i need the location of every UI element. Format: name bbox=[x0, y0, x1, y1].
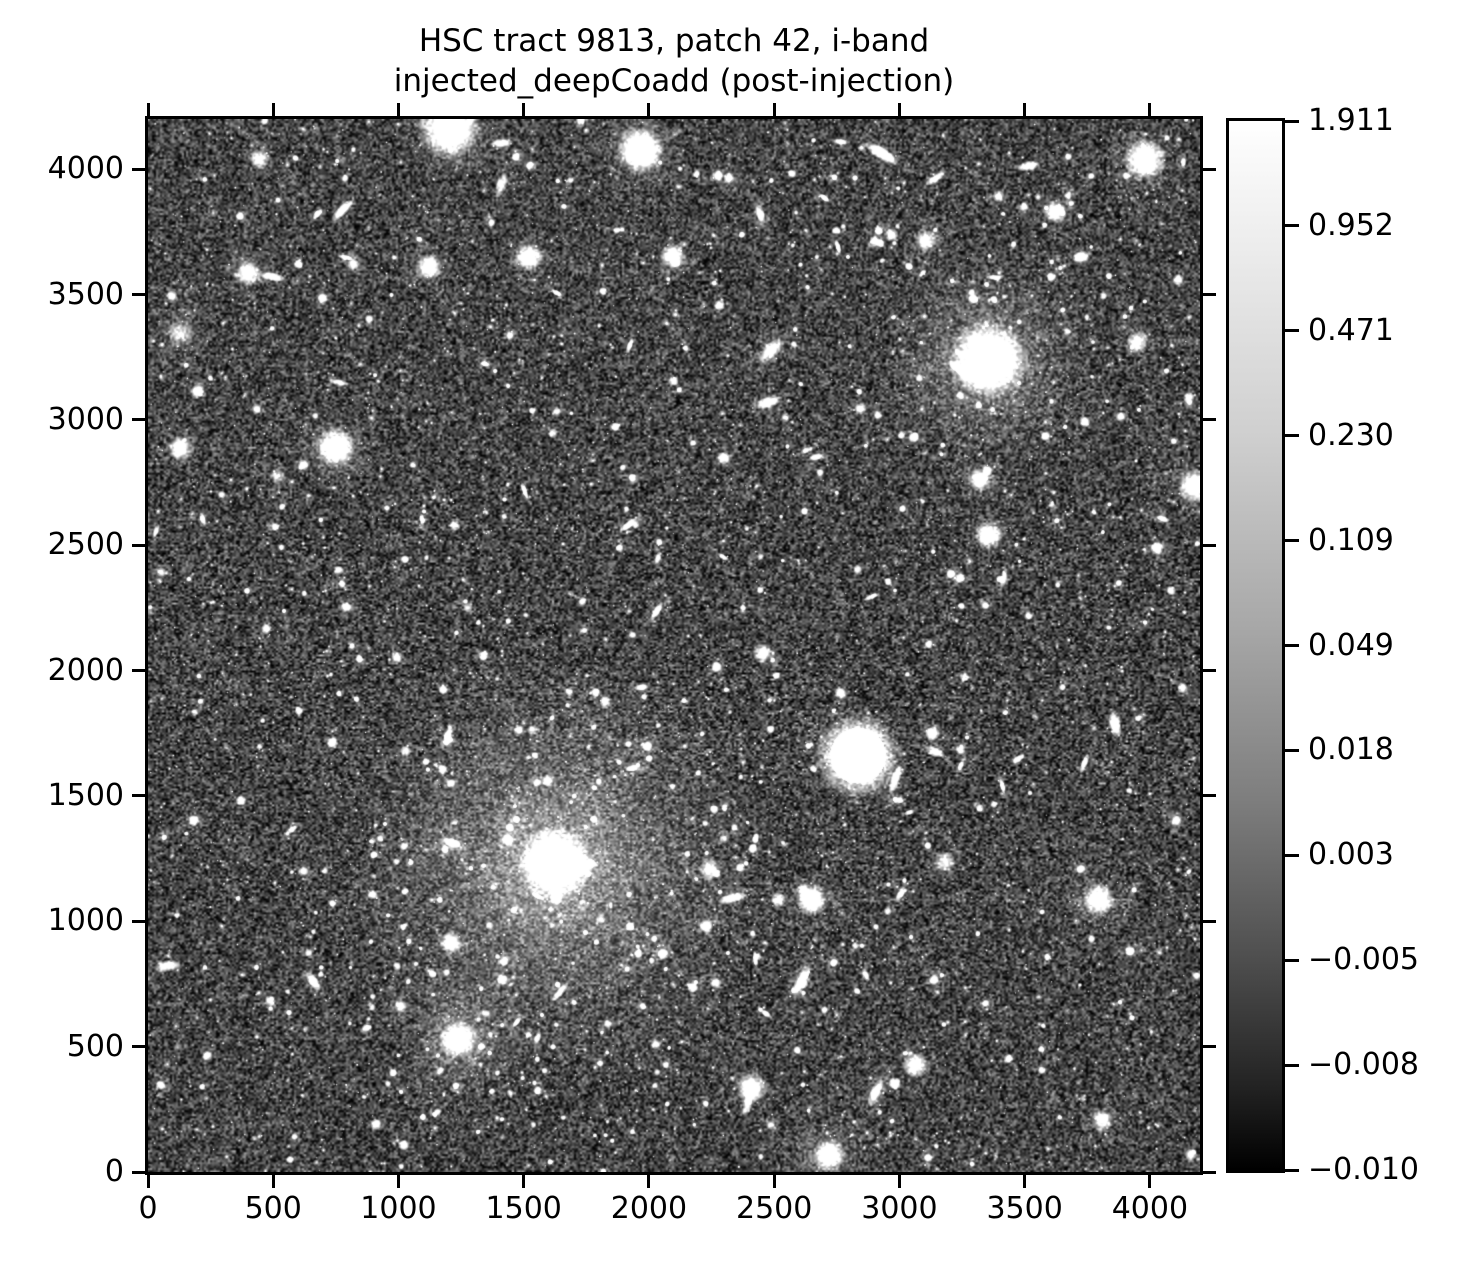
y-tick-mark bbox=[132, 418, 145, 422]
y-tick-mark bbox=[132, 293, 145, 296]
y-tick-mark-right bbox=[1203, 794, 1216, 798]
colorbar-tick-label: 0.471 bbox=[1308, 312, 1394, 348]
colorbar-tick-mark bbox=[1285, 329, 1299, 333]
y-tick-label: 2500 bbox=[47, 527, 124, 563]
x-tick-mark-top bbox=[396, 103, 400, 116]
x-tick-label: 2000 bbox=[610, 1191, 688, 1226]
x-tick-mark bbox=[647, 1175, 651, 1188]
y-tick-mark-right bbox=[1203, 669, 1216, 673]
x-tick-mark bbox=[772, 1175, 776, 1188]
image-axes bbox=[145, 116, 1203, 1175]
colorbar-tick-label: 0.109 bbox=[1308, 522, 1394, 558]
y-tick-label: 3000 bbox=[47, 401, 124, 437]
y-tick-label: 3500 bbox=[47, 276, 124, 312]
y-tick-label: 1000 bbox=[47, 903, 124, 939]
colorbar-tick-label: 0.230 bbox=[1308, 417, 1394, 453]
y-tick-mark bbox=[132, 543, 145, 547]
figure-title: HSC tract 9813, patch 42, i-band injecte… bbox=[148, 21, 1200, 101]
y-tick-mark bbox=[132, 919, 145, 923]
x-tick-mark bbox=[396, 1175, 400, 1188]
y-tick-label: 2000 bbox=[47, 652, 124, 688]
x-tick-mark bbox=[897, 1175, 901, 1188]
y-tick-label: 4000 bbox=[47, 151, 124, 187]
y-tick-mark bbox=[132, 1170, 145, 1174]
colorbar-tick-mark bbox=[1285, 119, 1299, 123]
y-tick-mark bbox=[132, 167, 145, 171]
colorbar-tick-mark bbox=[1285, 748, 1299, 752]
x-tick-mark bbox=[271, 1175, 275, 1188]
y-tick-mark-right bbox=[1203, 1045, 1216, 1049]
figure-title-line1: HSC tract 9813, patch 42, i-band bbox=[418, 23, 930, 59]
x-tick-mark bbox=[1023, 1175, 1027, 1188]
colorbar-tick-label: 0.003 bbox=[1308, 837, 1394, 873]
y-tick-label: 500 bbox=[66, 1028, 124, 1064]
colorbar-tick-mark bbox=[1285, 958, 1299, 962]
x-tick-mark-top bbox=[146, 103, 150, 116]
colorbar-tick-mark bbox=[1285, 434, 1299, 438]
y-tick-mark-right bbox=[1203, 418, 1216, 422]
colorbar-tick-mark bbox=[1285, 539, 1299, 543]
colorbar-gradient bbox=[1229, 121, 1282, 1170]
y-tick-label: 0 bbox=[104, 1154, 124, 1189]
y-tick-mark bbox=[132, 669, 145, 673]
x-tick-mark-top bbox=[1148, 103, 1152, 116]
x-tick-mark bbox=[146, 1175, 150, 1188]
x-tick-label: 3500 bbox=[986, 1191, 1063, 1226]
coadd-image-canvas bbox=[148, 119, 1200, 1172]
x-tick-mark bbox=[522, 1175, 526, 1188]
x-tick-label: 1000 bbox=[360, 1191, 437, 1226]
y-tick-mark-right bbox=[1203, 293, 1216, 296]
x-tick-label: 500 bbox=[244, 1191, 302, 1226]
x-tick-label: 3000 bbox=[861, 1191, 938, 1226]
x-tick-mark-top bbox=[772, 103, 776, 116]
colorbar-tick-label: 0.018 bbox=[1308, 732, 1394, 768]
x-tick-mark-top bbox=[271, 103, 275, 116]
colorbar-tick-mark bbox=[1285, 224, 1299, 228]
colorbar-tick-mark bbox=[1285, 1063, 1299, 1067]
x-tick-mark-top bbox=[522, 103, 526, 116]
colorbar-tick-label: −0.010 bbox=[1308, 1152, 1420, 1187]
colorbar-tick-mark bbox=[1285, 644, 1299, 647]
colorbar-tick-label: 0.049 bbox=[1308, 627, 1394, 663]
colorbar-tick-label: 0.952 bbox=[1308, 207, 1394, 243]
x-tick-label: 2500 bbox=[736, 1191, 813, 1226]
y-tick-mark-right bbox=[1203, 1170, 1216, 1174]
y-tick-mark-right bbox=[1203, 167, 1216, 171]
x-tick-mark bbox=[1148, 1175, 1152, 1188]
colorbar-tick-label: −0.005 bbox=[1308, 942, 1420, 978]
figure-title-line2: injected_deepCoadd (post-injection) bbox=[393, 63, 955, 99]
colorbar-tick-mark bbox=[1285, 853, 1299, 857]
y-tick-label: 1500 bbox=[47, 777, 124, 813]
x-tick-label: 1500 bbox=[485, 1191, 562, 1226]
colorbar-tick-label: 1.911 bbox=[1308, 103, 1394, 138]
x-tick-mark-top bbox=[1023, 103, 1027, 116]
y-tick-mark bbox=[132, 794, 145, 798]
y-tick-mark-right bbox=[1203, 919, 1216, 923]
colorbar-tick-label: −0.008 bbox=[1308, 1047, 1420, 1083]
colorbar-tick-mark bbox=[1285, 1168, 1299, 1172]
y-tick-mark bbox=[132, 1045, 145, 1049]
x-tick-label: 4000 bbox=[1111, 1191, 1189, 1226]
colorbar bbox=[1226, 118, 1285, 1173]
x-tick-mark-top bbox=[647, 103, 651, 116]
x-tick-mark-top bbox=[897, 103, 901, 116]
y-tick-mark-right bbox=[1203, 543, 1216, 547]
x-tick-label: 0 bbox=[138, 1191, 158, 1226]
